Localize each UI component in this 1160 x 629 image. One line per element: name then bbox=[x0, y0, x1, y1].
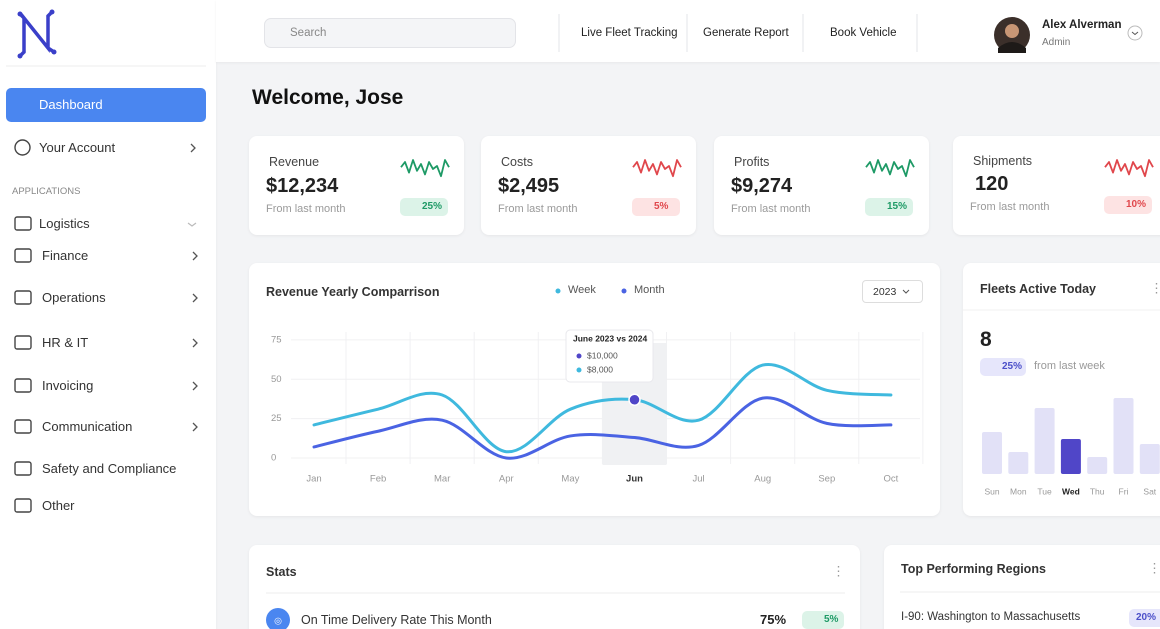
badge bbox=[400, 198, 448, 216]
card-title: Top Performing Regions bbox=[901, 561, 1046, 576]
chart-title: Revenue Yearly Comparrison bbox=[266, 284, 440, 299]
search-placeholder: Search bbox=[290, 27, 327, 40]
nav-item[interactable]: Dashboard bbox=[39, 97, 103, 113]
badge bbox=[865, 198, 913, 216]
fleets-card bbox=[963, 263, 1160, 516]
top-link[interactable]: Live Fleet Tracking bbox=[581, 27, 678, 40]
nav-item[interactable]: Finance bbox=[42, 248, 89, 264]
nav-item[interactable]: HR & IT bbox=[42, 335, 89, 351]
badge-text: 15% bbox=[887, 201, 908, 212]
user-role: Admin bbox=[1042, 37, 1071, 48]
regions-card bbox=[884, 545, 1160, 629]
fleet-note: from last week bbox=[1034, 360, 1105, 373]
nav-active bbox=[6, 88, 206, 122]
nav-item[interactable]: Safety and Compliance bbox=[42, 461, 177, 477]
kpi-note: From last month bbox=[266, 203, 346, 216]
kpi-value: $2,495 bbox=[498, 175, 560, 197]
nav-item[interactable]: Other bbox=[42, 498, 75, 514]
kpi-label: Profits bbox=[734, 154, 770, 169]
badge-text: 25% bbox=[1002, 361, 1023, 372]
row-value: 75% bbox=[760, 612, 787, 628]
kpi-card bbox=[249, 136, 464, 235]
kpi-label: Costs bbox=[501, 154, 533, 169]
top-link[interactable]: Book Vehicle bbox=[830, 27, 897, 40]
search-box[interactable] bbox=[264, 18, 516, 48]
year-filter[interactable] bbox=[862, 280, 923, 303]
badge-text: 25% bbox=[422, 201, 443, 212]
badge-text: 10% bbox=[1126, 199, 1147, 210]
card-title: Stats bbox=[266, 564, 297, 579]
top-link[interactable]: Generate Report bbox=[703, 27, 789, 40]
row-label: On Time Delivery Rate This Month bbox=[301, 612, 492, 627]
kpi-note: From last month bbox=[970, 201, 1050, 214]
kpi-card bbox=[481, 136, 696, 235]
badge bbox=[632, 198, 680, 216]
kpi-label: Shipments bbox=[973, 153, 1033, 168]
badge-text: 5% bbox=[824, 614, 839, 625]
badge bbox=[1104, 196, 1152, 214]
nav-item[interactable]: Logistics bbox=[39, 216, 90, 232]
stats-card bbox=[249, 545, 860, 629]
kpi-label: Revenue bbox=[269, 154, 320, 169]
kpi-value: $12,234 bbox=[266, 175, 339, 197]
badge-text: 20% bbox=[1136, 612, 1157, 623]
row-label: I-90: Washington to Massachusetts bbox=[901, 611, 1081, 624]
badge bbox=[980, 358, 1026, 376]
kpi-value: $9,274 bbox=[731, 175, 793, 197]
kpi-note: From last month bbox=[731, 203, 811, 216]
nav-item[interactable]: Communication bbox=[42, 419, 133, 435]
nav-item[interactable]: Operations bbox=[42, 290, 106, 306]
badge bbox=[1129, 609, 1160, 627]
badge-text: 5% bbox=[654, 201, 669, 212]
kpi-card bbox=[714, 136, 929, 235]
kpi-note: From last month bbox=[498, 203, 578, 216]
nav-item[interactable]: Invoicing bbox=[42, 378, 94, 394]
nav-item[interactable]: Your Account bbox=[39, 140, 116, 156]
welcome: Welcome, Jose bbox=[252, 86, 404, 110]
section-label: APPLICATIONS bbox=[12, 186, 81, 198]
legend-label: Month bbox=[634, 284, 665, 297]
chart-card bbox=[249, 263, 940, 516]
badge bbox=[802, 611, 844, 629]
fleet-value: 8 bbox=[980, 328, 992, 352]
kpi-card bbox=[953, 136, 1160, 235]
user-name: Alex Alverman bbox=[1042, 19, 1122, 32]
kpi-value: 120 bbox=[975, 173, 1009, 195]
legend-label: Week bbox=[568, 284, 596, 297]
year-filter-label: 2023 bbox=[873, 285, 897, 298]
card-title: Fleets Active Today bbox=[980, 281, 1097, 296]
